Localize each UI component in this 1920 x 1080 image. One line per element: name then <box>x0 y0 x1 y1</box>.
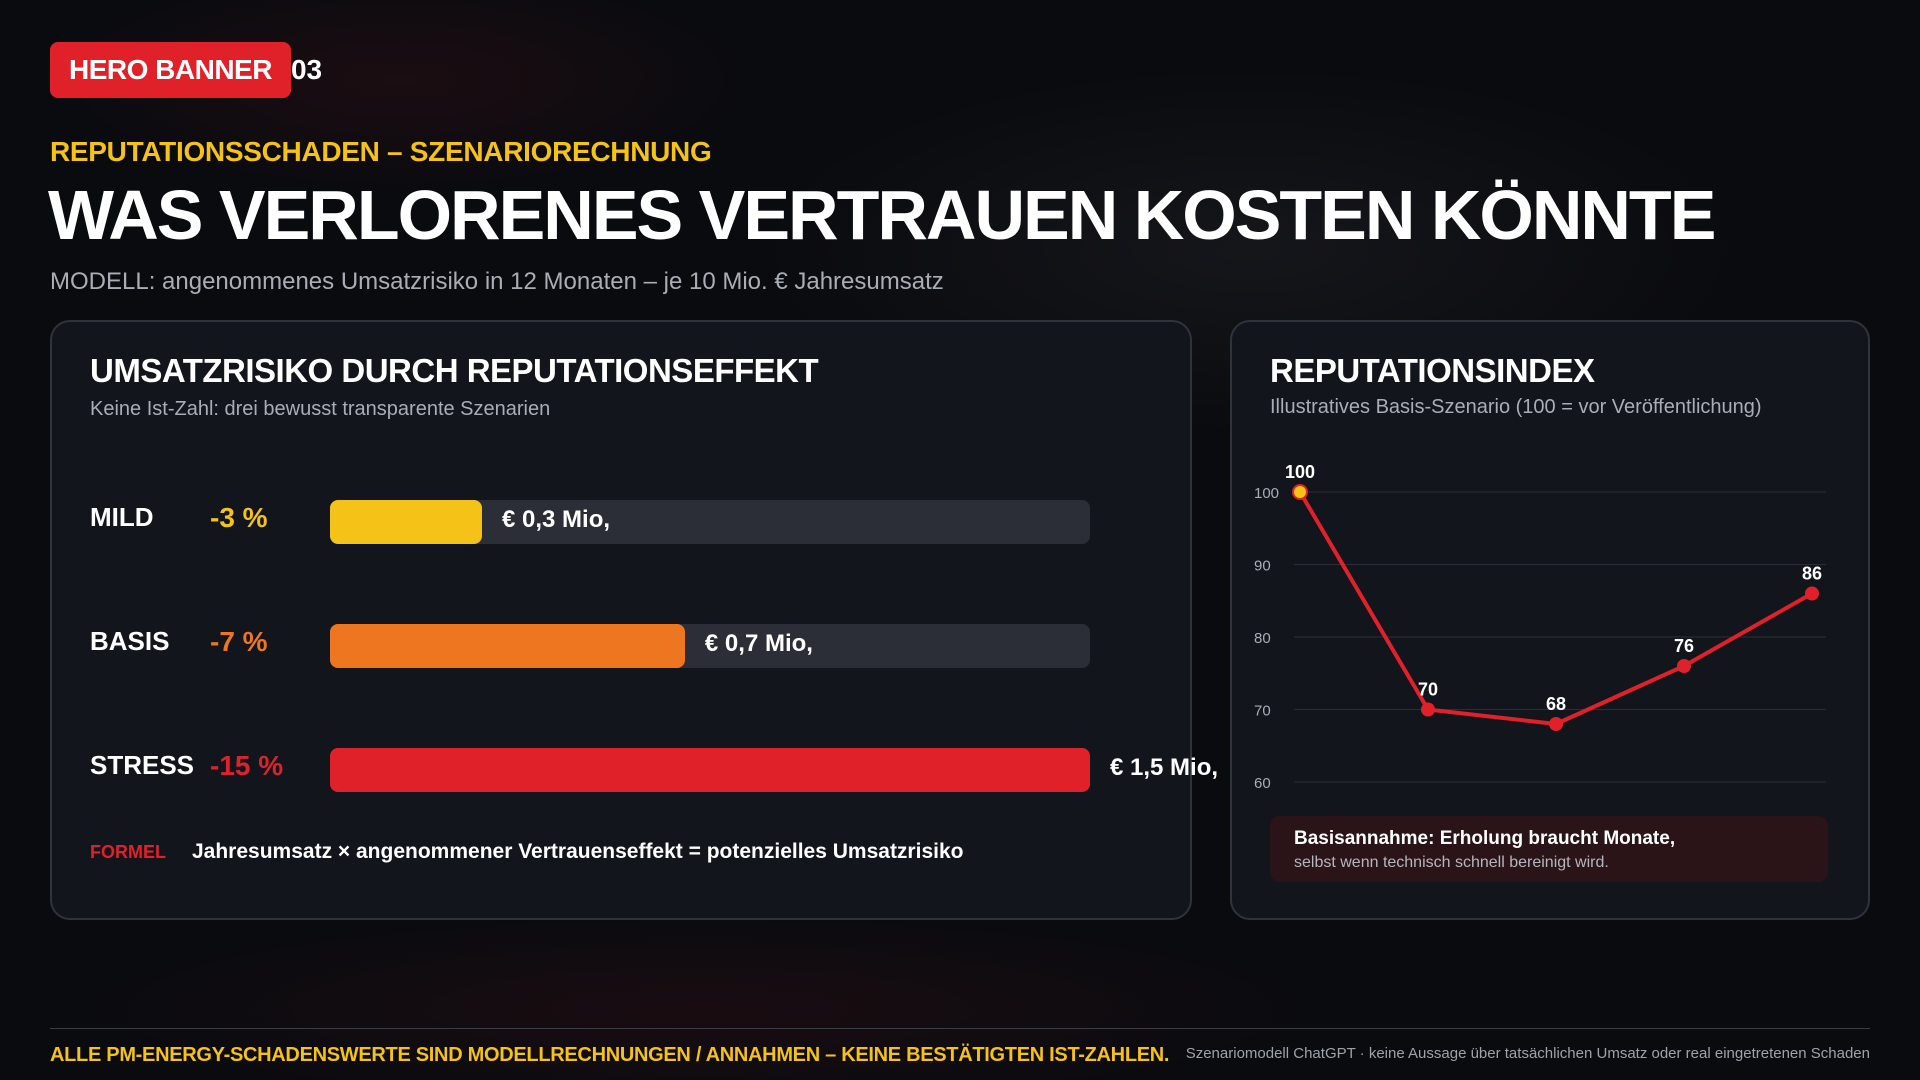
scenario-percent-stress: -15 % <box>210 750 284 781</box>
assumption-note-subtitle: selbst wenn technisch schnell bereinigt … <box>1294 854 1609 871</box>
scenario-bar-track-stress <box>330 748 1090 792</box>
y-tick-label-80: 80 <box>1254 630 1271 647</box>
scenario-value-stress: € 1,5 Mio, <box>1110 754 1219 781</box>
revenue-risk-subtitle: Keine Ist-Zahl: drei bewusst transparent… <box>90 398 551 420</box>
footer-disclaimer: ALLE PM-ENERGY-SCHADENSWERTE SIND MODELL… <box>50 1044 1170 1066</box>
y-tick-label-70: 70 <box>1254 703 1271 720</box>
reputation-index-card: REPUTATIONSINDEX Illustratives Basis-Sze… <box>1230 320 1870 920</box>
hero-badge-number: 03 <box>290 54 323 85</box>
scenario-bar-basis <box>330 624 685 668</box>
footer-divider <box>50 1028 1870 1029</box>
scenario-bar-stress <box>330 748 1090 792</box>
scenario-label-mild: MILD <box>90 502 154 532</box>
data-label-2: 68 <box>1546 694 1566 714</box>
scenario-value-mild: € 0,3 Mio, <box>502 506 611 533</box>
formula-text: Jahresumsatz × angenommener Vertrauensef… <box>192 840 964 863</box>
data-label-4: 86 <box>1802 564 1822 584</box>
data-label-0: 100 <box>1285 462 1315 482</box>
data-point-1 <box>1421 702 1435 717</box>
hero-badge-row: HERO BANNER 03 <box>50 42 322 98</box>
page-title: WAS VERLORENES VERTRAUEN KOSTEN KÖNNTE <box>48 176 1716 254</box>
formula-label: FORMEL <box>90 842 166 862</box>
data-label-3: 76 <box>1674 636 1694 656</box>
scenario-label-stress: STRESS <box>90 750 195 780</box>
scenario-percent-mild: -3 % <box>210 502 268 533</box>
page-subtitle: MODELL: angenommenes Umsatzrisiko in 12 … <box>50 268 944 295</box>
scenario-bar-mild <box>330 500 482 544</box>
y-tick-label-90: 90 <box>1254 558 1271 575</box>
data-point-3 <box>1677 659 1691 673</box>
data-point-0 <box>1292 484 1308 500</box>
data-label-1: 70 <box>1418 680 1438 700</box>
scenario-bar-track-mild <box>330 500 1090 544</box>
data-point-4 <box>1805 586 1819 601</box>
hero-badge: HERO BANNER <box>50 42 291 98</box>
scenario-value-basis: € 0,7 Mio, <box>704 630 813 657</box>
reputation-line-chart: 60708090100Vorher1 Mon.3 Mon.6 Mon.12 Mo… <box>1254 462 1826 792</box>
scenario-bar-track-basis <box>330 624 1090 668</box>
scenario-label-basis: BASIS <box>90 626 170 656</box>
reputation-index-title: REPUTATIONSINDEX <box>1270 352 1595 389</box>
y-tick-label-100: 100 <box>1254 485 1279 502</box>
kicker: REPUTATIONSSCHADEN – SZENARIORECHNUNG <box>50 136 712 167</box>
footer-source: Szenariomodell ChatGPT · keine Aussage ü… <box>1185 1045 1870 1062</box>
data-point-2 <box>1549 717 1563 731</box>
revenue-risk-card: UMSATZRISIKO DURCH REPUTATIONSEFFEKT Kei… <box>50 320 1218 920</box>
series-line <box>1298 490 1813 726</box>
scenario-percent-basis: -7 % <box>210 626 268 657</box>
reputation-index-subtitle: Illustratives Basis-Szenario (100 = vor … <box>1270 396 1762 418</box>
y-tick-label-60: 60 <box>1254 775 1271 792</box>
assumption-note: Basisannahme: Erholung braucht Monate, s… <box>1270 816 1828 882</box>
revenue-risk-title: UMSATZRISIKO DURCH REPUTATIONSEFFEKT <box>90 352 819 389</box>
assumption-note-title: Basisannahme: Erholung braucht Monate, <box>1294 828 1676 849</box>
